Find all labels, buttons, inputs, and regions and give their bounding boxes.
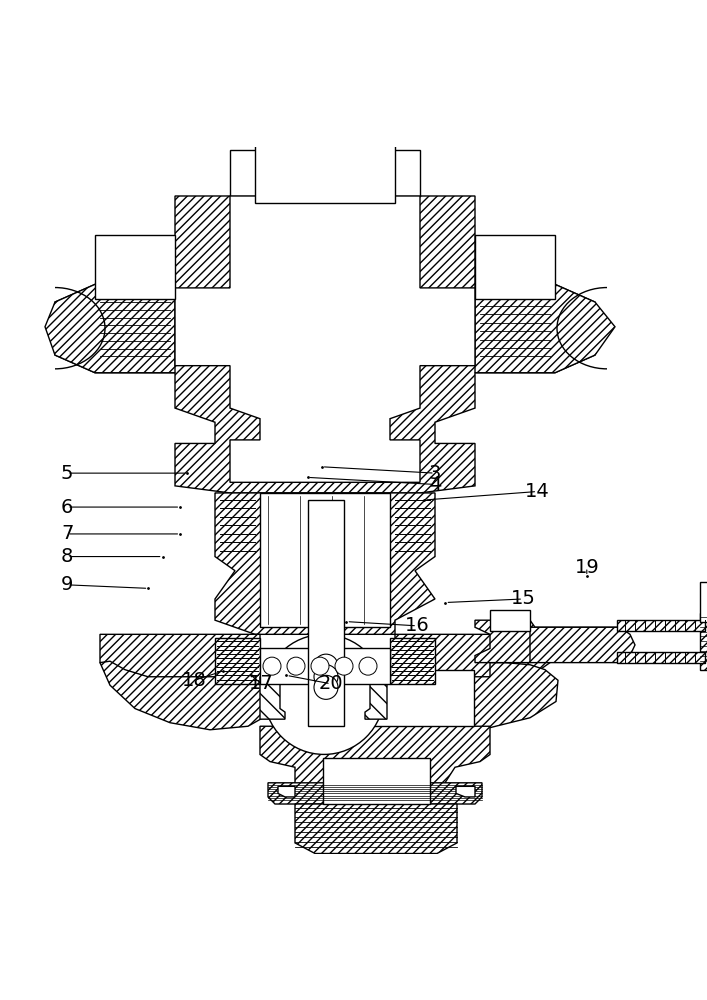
Polygon shape	[100, 634, 260, 698]
Circle shape	[314, 654, 338, 678]
Text: 17: 17	[249, 674, 274, 693]
Bar	[95, 235, 175, 299]
Polygon shape	[268, 783, 482, 804]
Circle shape	[264, 634, 384, 754]
Text: 7: 7	[61, 524, 74, 543]
Text: 15: 15	[510, 589, 536, 608]
Polygon shape	[456, 786, 475, 797]
Bar	[255, 118, 395, 203]
Bar	[230, 150, 420, 196]
Polygon shape	[50, 196, 605, 493]
Text: 18: 18	[182, 671, 207, 690]
Polygon shape	[295, 804, 457, 853]
Polygon shape	[260, 726, 490, 788]
Polygon shape	[387, 663, 558, 730]
Circle shape	[311, 657, 329, 675]
Polygon shape	[475, 284, 615, 373]
Bar	[278, 670, 474, 726]
Polygon shape	[308, 500, 344, 726]
Text: 8: 8	[61, 547, 74, 566]
Circle shape	[314, 675, 338, 699]
Polygon shape	[365, 677, 387, 719]
Polygon shape	[45, 284, 175, 373]
Bar	[268, 147, 382, 150]
Text: 5: 5	[61, 464, 74, 483]
Text: 9: 9	[61, 575, 74, 594]
Polygon shape	[260, 493, 390, 627]
Text: 19: 19	[574, 558, 600, 577]
Text: 6: 6	[61, 498, 74, 517]
Text: 14: 14	[525, 482, 550, 501]
Polygon shape	[617, 620, 705, 631]
Polygon shape	[215, 638, 260, 684]
Circle shape	[287, 657, 305, 675]
Polygon shape	[260, 648, 390, 684]
Circle shape	[359, 657, 377, 675]
Polygon shape	[175, 196, 475, 482]
Polygon shape	[530, 627, 635, 663]
Polygon shape	[100, 661, 263, 730]
Bar	[475, 235, 555, 299]
Circle shape	[335, 657, 353, 675]
Circle shape	[263, 657, 281, 675]
Text: 16: 16	[404, 616, 430, 635]
Polygon shape	[260, 677, 285, 719]
Circle shape	[314, 665, 338, 689]
Polygon shape	[700, 613, 707, 670]
Bar	[323, 758, 430, 804]
Polygon shape	[215, 493, 435, 634]
Text: 20: 20	[319, 674, 343, 693]
Text: 3: 3	[428, 464, 441, 483]
Polygon shape	[617, 652, 705, 663]
Polygon shape	[278, 786, 295, 797]
Text: 4: 4	[428, 475, 441, 494]
Polygon shape	[395, 634, 550, 698]
Polygon shape	[475, 620, 620, 663]
Bar	[490, 610, 530, 631]
Polygon shape	[390, 638, 435, 684]
Bar	[700, 582, 707, 622]
